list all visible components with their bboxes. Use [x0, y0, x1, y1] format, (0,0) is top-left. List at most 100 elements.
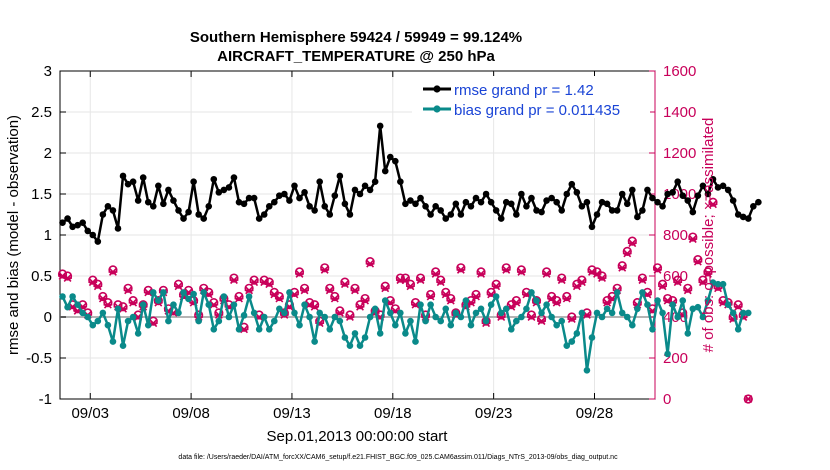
- bias-point: [608, 309, 616, 317]
- obs-assimilated-marker: [446, 296, 456, 305]
- obs-possible-marker: [259, 275, 269, 285]
- bias-point: [69, 293, 76, 300]
- bias-point: [79, 309, 86, 317]
- obs-possible-marker: [415, 273, 426, 283]
- rmse-point: [578, 203, 586, 210]
- rmse-point: [553, 198, 560, 206]
- obs-possible-marker: [577, 275, 587, 285]
- rmse-point: [366, 186, 374, 194]
- bias-point: [623, 313, 631, 321]
- bias-point: [553, 321, 560, 329]
- bias-point: [271, 317, 278, 325]
- y-axis-label: rmse and bias (model - observation): [5, 115, 22, 355]
- obs-assimilated-marker: [698, 278, 708, 287]
- obs-possible-marker: [622, 246, 632, 256]
- obs-possible-marker: [431, 267, 441, 277]
- rmse-point: [291, 182, 298, 190]
- rmse-point: [447, 211, 455, 218]
- obs-possible-marker: [325, 283, 335, 293]
- bias-point: [669, 301, 676, 309]
- rmse-point: [321, 203, 329, 210]
- y-axis-label-right: # of obs: o=possible; ×=assimilated: [700, 118, 717, 353]
- rmse-point: [689, 208, 697, 216]
- bias-point: [129, 313, 137, 321]
- obs-assimilated-marker: [350, 286, 360, 295]
- obs-assimilated-marker: [426, 292, 436, 301]
- obs-possible-marker: [446, 293, 456, 304]
- rmse-point: [144, 198, 152, 206]
- bias-point: [397, 309, 404, 317]
- rmse-point: [432, 203, 439, 210]
- y-right-tick-label: 0: [663, 391, 671, 408]
- obs-possible-marker: [637, 273, 647, 283]
- rmse-point: [230, 174, 238, 181]
- obs-possible-marker: [587, 265, 597, 275]
- rmse-point: [165, 186, 172, 194]
- rmse-point: [376, 122, 384, 130]
- bias-point: [502, 305, 510, 313]
- rmse-point: [482, 190, 490, 198]
- bias-point: [296, 321, 303, 329]
- rmse-point: [225, 184, 233, 191]
- rmse-point: [497, 215, 505, 222]
- obs-possible-marker: [108, 265, 118, 275]
- bias-point: [472, 309, 480, 317]
- obs-assimilated-marker: [108, 267, 118, 276]
- bias-point: [180, 289, 187, 296]
- rmse-point: [59, 219, 66, 226]
- rmse-point: [245, 194, 253, 202]
- obs-assimilated-marker: [733, 302, 743, 311]
- obs-possible-marker: [617, 261, 627, 271]
- bias-point: [144, 321, 152, 329]
- rmse-point: [195, 211, 202, 218]
- rmse-point: [215, 189, 223, 196]
- bias-point: [639, 289, 646, 296]
- bias-point: [447, 321, 455, 329]
- x-tick-label: 09/23: [475, 405, 513, 422]
- y-right-tick-label: 800: [663, 227, 688, 244]
- bias-point: [341, 334, 349, 341]
- obs-assimilated-marker: [416, 276, 425, 285]
- bias-point: [618, 309, 626, 317]
- obs-assimilated-marker: [320, 265, 330, 274]
- bias-point: [402, 330, 409, 337]
- obs-possible-marker: [294, 267, 305, 277]
- rmse-point: [558, 207, 566, 214]
- obs-assimilated-marker: [264, 280, 274, 289]
- rmse-point: [669, 189, 676, 196]
- obs-possible-marker: [173, 279, 184, 289]
- bias-point: [134, 330, 142, 337]
- obs-possible-marker: [57, 269, 68, 279]
- y-right-tick-label: 1400: [663, 104, 696, 121]
- bias-point: [356, 342, 364, 350]
- obs-possible-marker: [350, 283, 360, 293]
- x-tick-label: 09/03: [71, 405, 109, 422]
- bias-point: [165, 317, 172, 325]
- obs-assimilated-marker: [93, 282, 103, 291]
- rmse-point: [240, 200, 248, 208]
- obs-possible-marker: [657, 279, 668, 289]
- bias-point: [634, 305, 641, 313]
- rmse-point: [744, 215, 752, 222]
- rmse-point: [487, 198, 495, 206]
- bias-point: [442, 305, 450, 313]
- obs-possible-marker: [511, 296, 521, 306]
- legend: rmse grand pr = 1.42 bias grand pr = 0.0…: [412, 76, 650, 119]
- bias-point: [74, 301, 81, 309]
- rmse-point: [265, 203, 273, 210]
- obs-possible-marker: [673, 275, 683, 285]
- bias-point: [109, 338, 117, 345]
- bias-point: [250, 309, 258, 317]
- rmse-point: [729, 197, 737, 204]
- obs-assimilated-marker: [511, 298, 521, 307]
- rmse-point: [89, 231, 97, 239]
- rmse-point: [457, 211, 465, 218]
- rmse-point: [684, 197, 692, 204]
- obs-assimilated-marker: [708, 200, 718, 209]
- obs-possible-marker: [320, 263, 330, 273]
- obs-assimilated-marker: [365, 259, 375, 268]
- y-right-tick-label: 1200: [663, 145, 696, 162]
- bias-point: [371, 305, 379, 313]
- bias-point: [160, 289, 167, 296]
- bias-point: [220, 293, 228, 300]
